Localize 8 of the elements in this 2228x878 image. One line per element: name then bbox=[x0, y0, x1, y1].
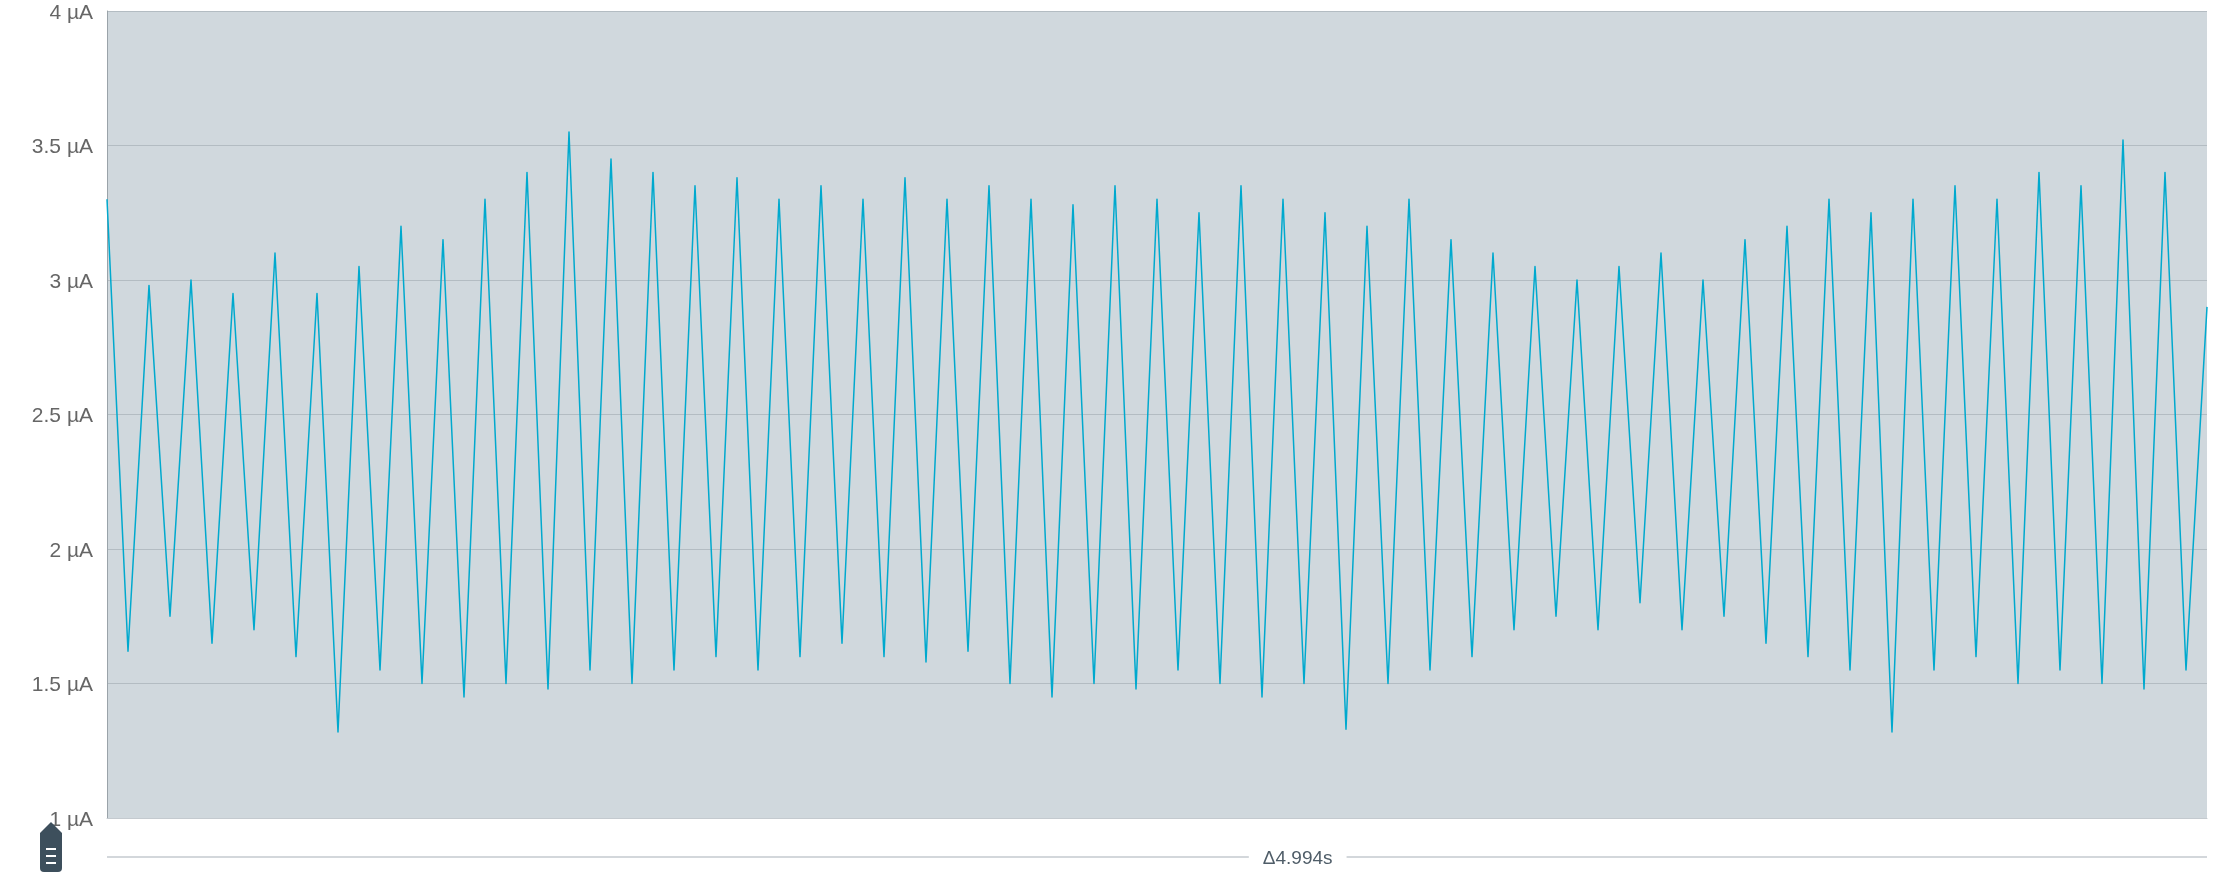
y-tick-label: 1.5 µA bbox=[31, 672, 93, 695]
y-tick-label: 2.5 µA bbox=[31, 403, 93, 426]
y-tick-label: 2 µA bbox=[49, 537, 93, 561]
y-tick-label: 3 µA bbox=[49, 268, 93, 292]
y-tick-label: 3.5 µA bbox=[31, 134, 93, 157]
line-series bbox=[106, 131, 2208, 733]
y-tick-label: 4 µA bbox=[49, 0, 93, 23]
text: Δ4.994s bbox=[1262, 846, 1333, 868]
